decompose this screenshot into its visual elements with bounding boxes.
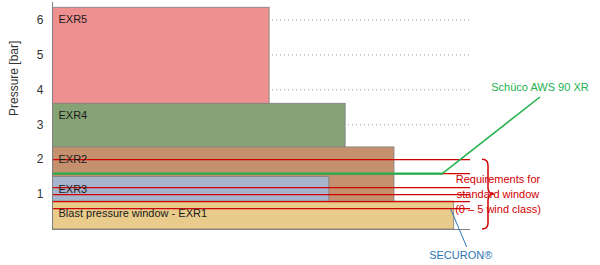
svg-text:Requirements for: Requirements for bbox=[456, 173, 541, 185]
svg-text:standard window: standard window bbox=[457, 188, 540, 200]
svg-text:EXR3: EXR3 bbox=[59, 183, 88, 195]
svg-text:(0 – 5 wind class): (0 – 5 wind class) bbox=[455, 203, 541, 215]
svg-text:Blast pressure window - EXR1: Blast pressure window - EXR1 bbox=[59, 207, 208, 219]
svg-text:EXR4: EXR4 bbox=[59, 109, 88, 121]
svg-text:6: 6 bbox=[37, 13, 44, 27]
svg-text:SECURON®: SECURON® bbox=[429, 249, 492, 261]
svg-text:3: 3 bbox=[37, 118, 44, 132]
svg-text:Pressure [bar]: Pressure [bar] bbox=[7, 41, 21, 116]
svg-text:Schüco AWS 90 XR: Schüco AWS 90 XR bbox=[491, 81, 588, 93]
svg-text:EXR2: EXR2 bbox=[59, 153, 88, 165]
svg-text:EXR5: EXR5 bbox=[59, 13, 88, 25]
svg-text:1: 1 bbox=[37, 187, 44, 201]
svg-text:2: 2 bbox=[37, 152, 44, 166]
svg-text:4: 4 bbox=[37, 83, 44, 97]
svg-text:5: 5 bbox=[37, 48, 44, 62]
